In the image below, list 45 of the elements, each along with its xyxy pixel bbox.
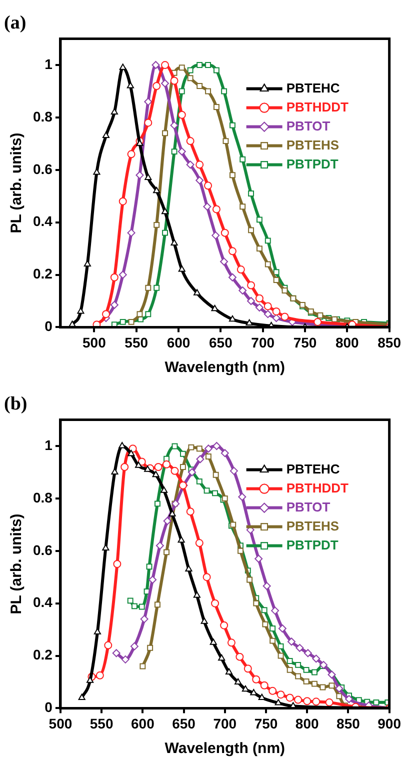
x-tick-label: 700 (251, 334, 275, 350)
x-tick-label: 550 (124, 334, 148, 350)
legend-label: PBTPDT (286, 537, 338, 552)
chart-title: (b) (4, 393, 28, 414)
y-tick-label: 0.4 (32, 594, 53, 610)
x-tick-label: 850 (336, 715, 360, 732)
x-tick-label: 900 (378, 715, 402, 732)
y-tick-label: 1 (44, 436, 53, 453)
x-tick-label: 700 (213, 715, 237, 732)
y-tick-label: 0.6 (32, 160, 53, 177)
legend-label: PBTEHC (286, 80, 340, 96)
x-tick-label: 600 (166, 334, 190, 350)
legend-label: PBTPDT (286, 156, 338, 172)
y-tick-label: 1 (44, 56, 53, 72)
legend-label: PBTEHC (286, 461, 340, 476)
x-tick-label: 550 (90, 715, 114, 732)
x-tick-label: 650 (208, 334, 233, 350)
x-tick-label: 600 (130, 715, 155, 732)
legend-label: PBTEHS (286, 518, 340, 534)
x-axis-title: Wavelength (nm) (164, 740, 286, 758)
legend-label: PBTOT (286, 499, 330, 514)
y-axis-title: PL (arb. units) (8, 514, 26, 614)
y-tick-label: 0.6 (32, 542, 53, 558)
x-tick-label: 500 (82, 334, 106, 350)
chart-title: (a) (4, 12, 26, 34)
y-tick-label: 0.2 (32, 266, 53, 282)
legend-label: PBTHDDT (286, 99, 348, 114)
y-tick-label: 0 (44, 318, 53, 334)
x-tick-label: 800 (335, 334, 360, 350)
legend-label: PBTOT (286, 118, 330, 134)
y-tick-label: 0.8 (32, 108, 53, 124)
y-tick-label: 0.8 (32, 489, 53, 506)
x-tick-label: 650 (172, 715, 196, 732)
x-tick-label: 750 (293, 334, 317, 350)
x-tick-label: 800 (295, 715, 319, 732)
y-tick-label: 0.2 (32, 646, 53, 663)
x-tick-label: 750 (254, 715, 278, 732)
x-axis-title: Wavelength (nm) (164, 359, 286, 376)
y-tick-label: 0 (44, 699, 53, 716)
x-tick-label: 500 (48, 715, 72, 732)
y-tick-label: 0.4 (32, 213, 53, 230)
legend-label: PBTHDDT (286, 480, 348, 496)
y-axis-title: PL (arb. units) (8, 132, 26, 234)
legend-label: PBTEHS (286, 137, 340, 152)
x-tick-label: 850 (378, 334, 402, 350)
